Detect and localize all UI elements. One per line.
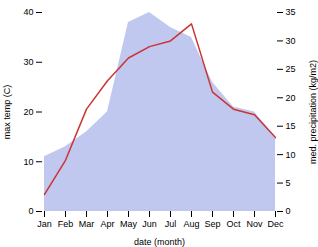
svg-text:10: 10 — [286, 150, 296, 160]
svg-text:Apr: Apr — [100, 219, 114, 229]
svg-text:max temp (C): max temp (C) — [2, 85, 12, 140]
svg-text:30: 30 — [23, 57, 33, 67]
svg-text:Dec: Dec — [267, 219, 284, 229]
svg-text:15: 15 — [286, 121, 296, 131]
svg-text:Jun: Jun — [142, 219, 157, 229]
svg-text:med. precipitation (kg/m2): med. precipitation (kg/m2) — [308, 60, 318, 164]
svg-text:25: 25 — [286, 64, 296, 74]
svg-text:Sep: Sep — [204, 219, 220, 229]
svg-text:Mar: Mar — [79, 219, 95, 229]
svg-text:Feb: Feb — [58, 219, 74, 229]
svg-text:35: 35 — [286, 7, 296, 17]
svg-text:30: 30 — [286, 36, 296, 46]
svg-text:Jul: Jul — [165, 219, 177, 229]
svg-text:0: 0 — [28, 206, 33, 216]
svg-text:0: 0 — [286, 206, 291, 216]
svg-text:May: May — [120, 219, 138, 229]
svg-text:date (month): date (month) — [134, 237, 185, 247]
svg-text:20: 20 — [286, 93, 296, 103]
svg-text:10: 10 — [23, 157, 33, 167]
svg-text:5: 5 — [286, 178, 291, 188]
svg-text:20: 20 — [23, 107, 33, 117]
svg-text:Nov: Nov — [246, 219, 263, 229]
svg-text:Oct: Oct — [226, 219, 241, 229]
svg-text:40: 40 — [23, 7, 33, 17]
svg-text:Aug: Aug — [183, 219, 199, 229]
svg-text:Jan: Jan — [37, 219, 52, 229]
